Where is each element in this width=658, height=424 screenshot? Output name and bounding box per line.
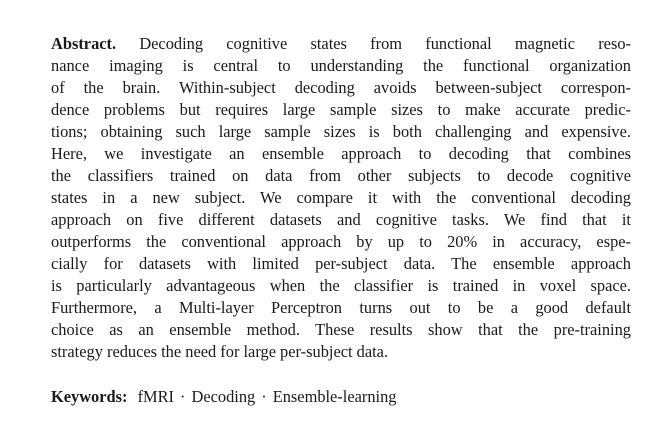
abstract-line-7: the classifiers trained on data from oth… (51, 166, 631, 185)
abstract-label: Abstract. (51, 34, 117, 53)
abstract-line-10: outperforms the conventional approach by… (51, 232, 631, 251)
abstract-line-12: is particularly advantageous when the cl… (51, 276, 631, 295)
abstract-line-6: Here, we investigate an ensemble approac… (51, 144, 631, 163)
keyword-separator: · (261, 387, 267, 406)
abstract-line-11: cially for datasets with limited per-sub… (51, 254, 631, 273)
abstract-line-5: tions; obtaining such large sample sizes… (51, 122, 631, 141)
keyword-item: Ensemble-learning (272, 387, 397, 406)
abstract-line-8: states in a new subject. We compare it w… (51, 188, 631, 207)
abstract-line-14: choice as an ensemble method. These resu… (51, 320, 631, 339)
keyword-item: Decoding (191, 387, 256, 406)
keywords-section: Keywords: fMRI · Decoding · Ensemble-learnin… (51, 386, 631, 408)
abstract-section: Abstract. Decoding cognitive states from… (51, 33, 631, 363)
keywords-label: Keywords: (51, 387, 128, 406)
abstract-line-2: nance imaging is central to understandin… (51, 56, 631, 75)
abstract-line-3: of the brain. Within-subject decoding av… (51, 78, 631, 97)
abstract-line-4: dence problems but requires large sample… (51, 100, 631, 119)
abstract-line-13: Furthermore, a Multi-layer Perceptron tu… (51, 298, 631, 317)
keyword-separator: · (180, 387, 186, 406)
abstract-line-1: Abstract. Decoding cognitive states from… (51, 33, 631, 55)
abstract-line-15: strategy reduces the need for large per-… (51, 342, 389, 361)
keyword-item: fMRI (137, 387, 175, 406)
abstract-text-line: Decoding cognitive states from functiona… (116, 34, 631, 53)
abstract-line-9: approach on five different datasets and … (51, 210, 631, 229)
